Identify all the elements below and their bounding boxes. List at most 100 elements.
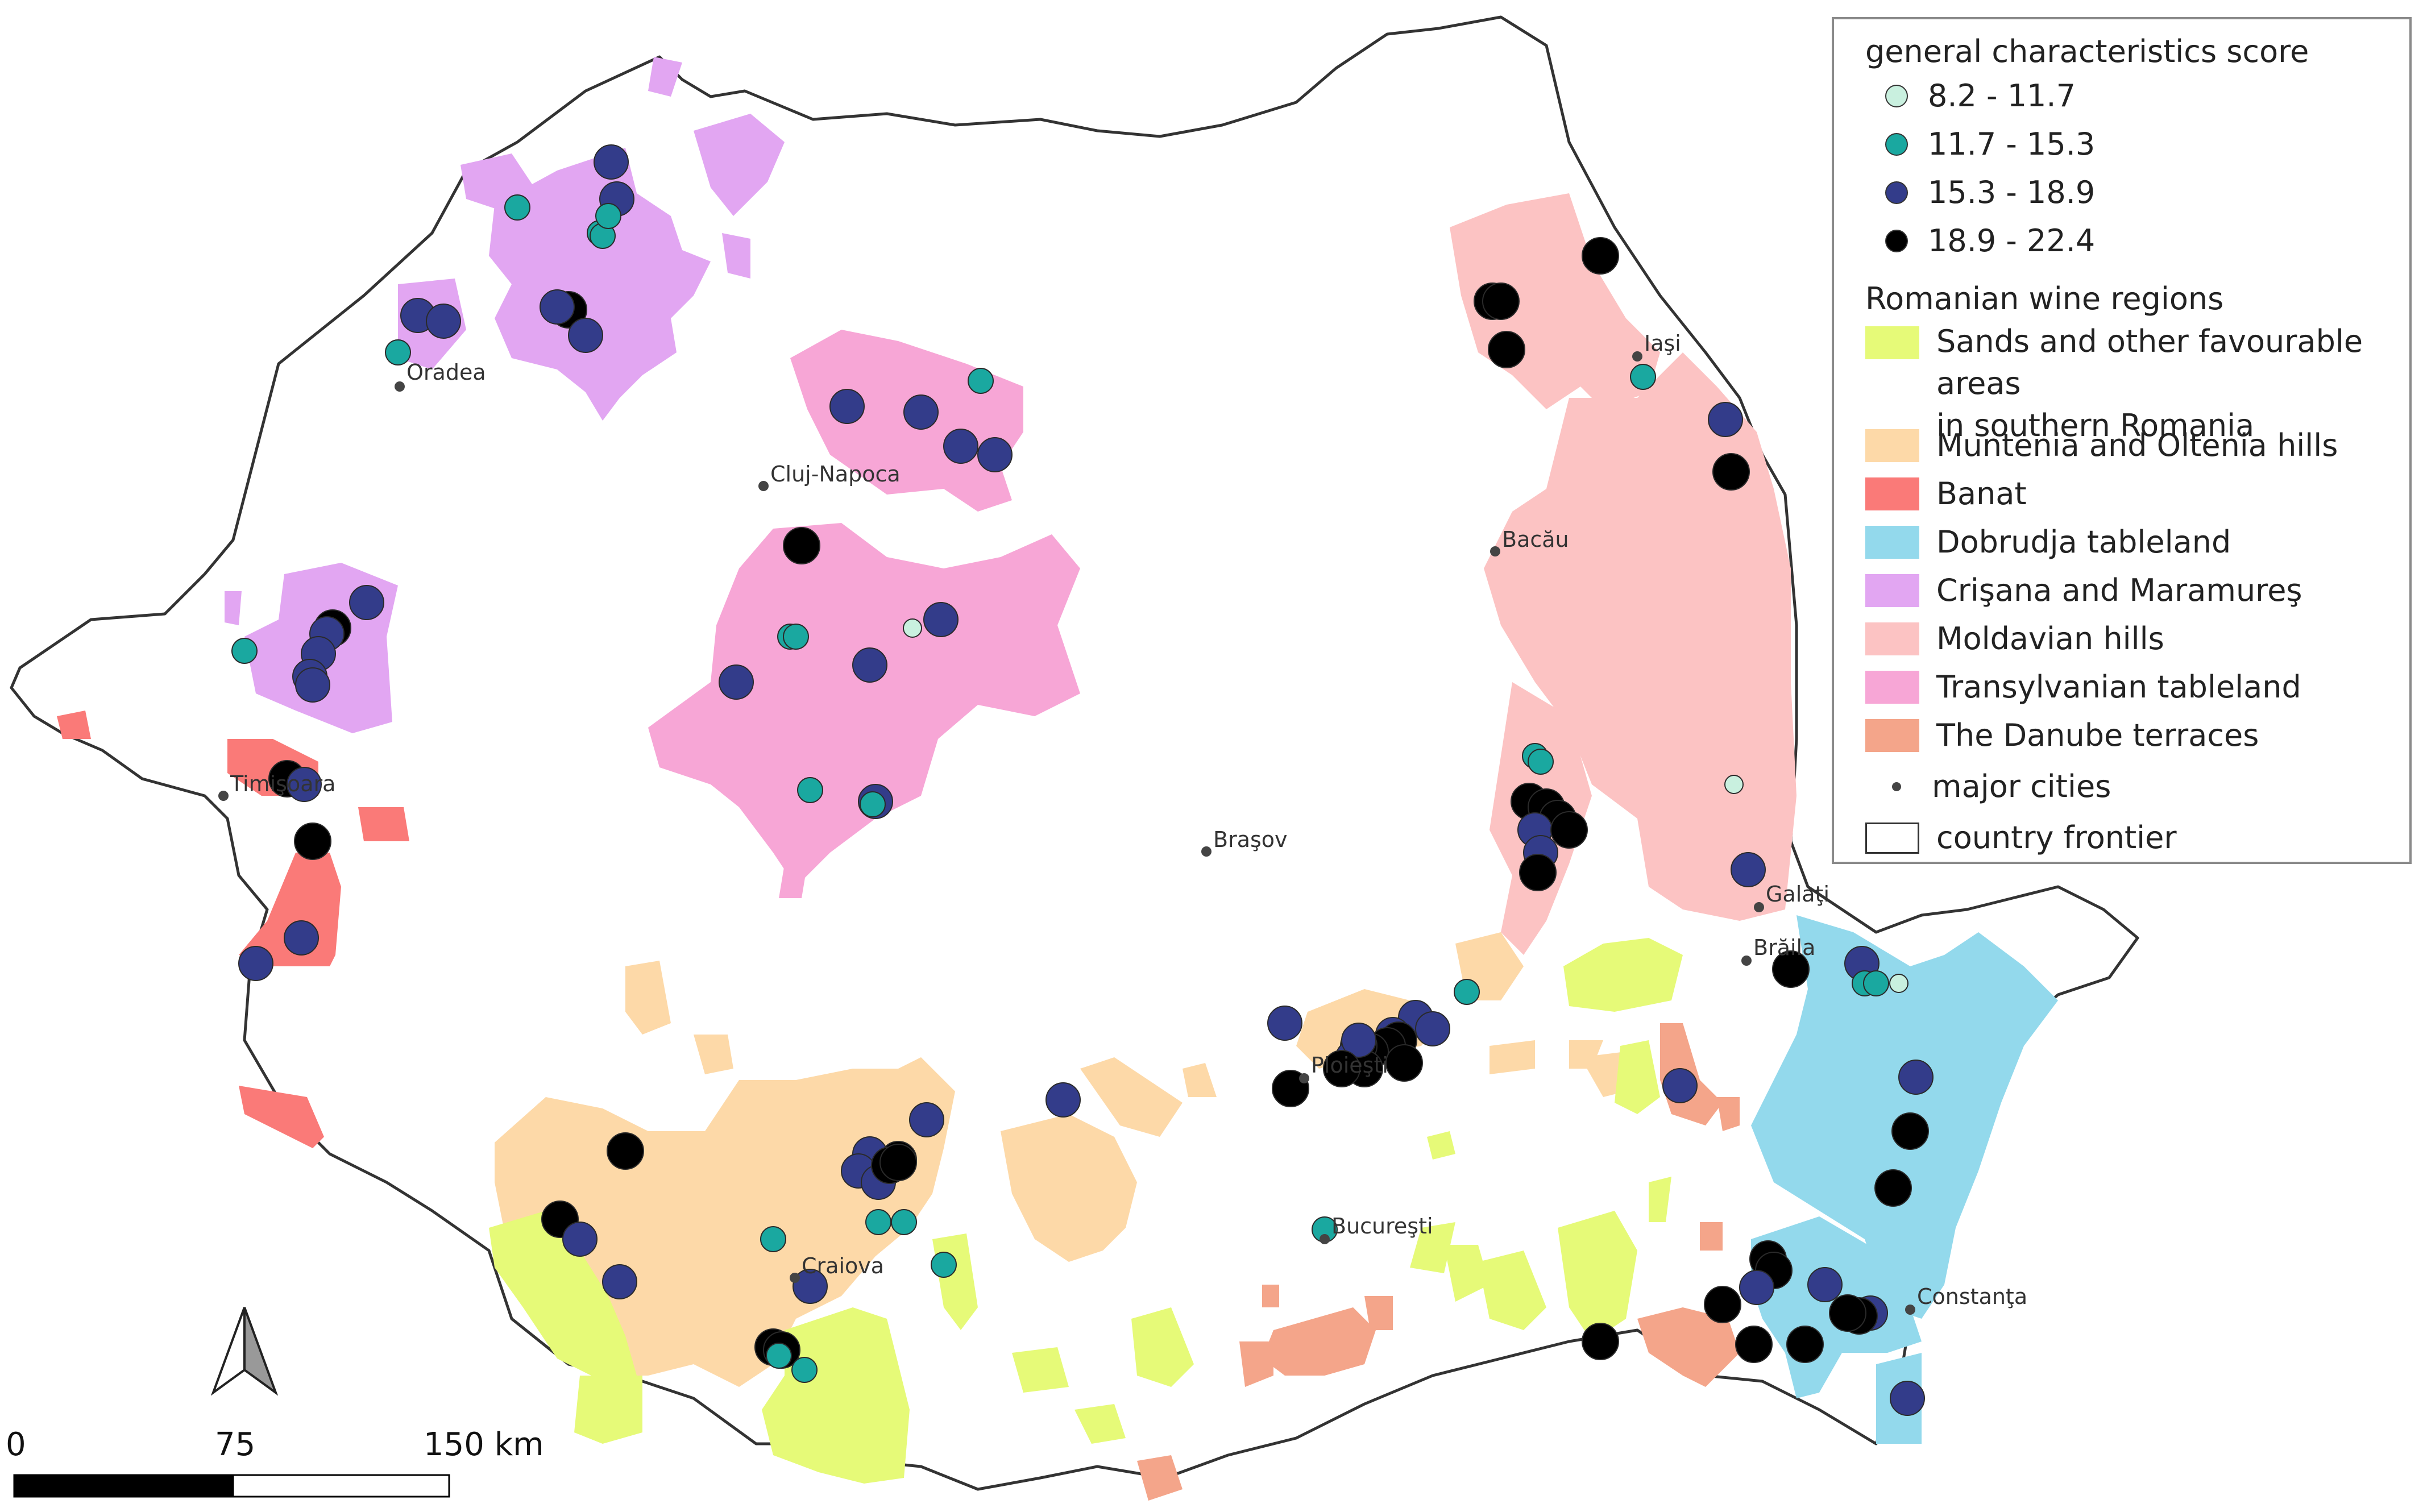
score-point: [968, 368, 994, 394]
score-point: [1267, 1006, 1302, 1041]
score-point: [903, 394, 939, 430]
score-point: [1874, 1169, 1912, 1207]
svg-text:Craiova: Craiova: [802, 1253, 884, 1278]
score-point: [594, 144, 629, 180]
score-point: [1341, 1023, 1376, 1058]
score-point: [1708, 402, 1743, 437]
city-craiova: Craiova: [790, 1253, 884, 1283]
score-point: [540, 289, 575, 325]
svg-text:Iaşi: Iaşi: [1644, 331, 1681, 356]
score-point: [1582, 237, 1619, 275]
city-braila: Brăila: [1741, 935, 1815, 966]
svg-text:Bacău: Bacău: [1502, 527, 1569, 552]
score-point: [385, 339, 411, 365]
score-points: [231, 144, 1934, 1416]
legend-score-class-2: 11.7 - 15.3: [1865, 122, 2095, 167]
score-point: [903, 618, 922, 638]
legend-regions-title: Romanian wine regions: [1865, 281, 2224, 317]
score-point: [909, 1102, 944, 1137]
score-point: [1724, 775, 1744, 794]
score-point: [426, 304, 461, 339]
svg-text:Braşov: Braşov: [1213, 827, 1288, 852]
score-point: [1488, 331, 1525, 368]
score-point: [295, 667, 330, 703]
score-point: [1829, 1294, 1866, 1332]
score-point: [1662, 1068, 1698, 1103]
city-brasov: Braşov: [1201, 827, 1288, 857]
score-point: [287, 767, 322, 802]
svg-text:Ploieşti: Ploieşti: [1311, 1053, 1388, 1078]
legend-country-frontier: country frontier: [1865, 815, 2177, 861]
score-point: [1889, 974, 1908, 993]
score-point: [760, 1226, 786, 1252]
score-point: [783, 527, 820, 564]
score-point: [1482, 283, 1520, 320]
score-point: [1890, 1381, 1925, 1416]
score-point: [1739, 1270, 1774, 1305]
score-point: [1582, 1323, 1619, 1360]
city-oradea: Oradea: [395, 360, 486, 392]
score-point: [568, 318, 603, 353]
legend-region-dobrudja: Dobrudja tableland: [1865, 520, 2231, 565]
legend-major-cities: major cities: [1865, 764, 2111, 809]
city-timisoara: Timişoara: [218, 771, 335, 801]
svg-text:Galaţi: Galaţi: [1766, 882, 1829, 907]
score-point: [1045, 1082, 1081, 1118]
score-point: [504, 194, 530, 221]
city-constanta: Constanţa: [1905, 1284, 2027, 1315]
score-point: [284, 920, 319, 956]
score-point: [231, 638, 258, 664]
score-point: [349, 585, 384, 620]
score-point: [865, 1209, 891, 1235]
score-point: [852, 647, 887, 683]
score-point: [1454, 979, 1480, 1005]
legend-region-transylvanian: Transylvanian tableland: [1865, 664, 2301, 710]
score-point: [783, 624, 809, 650]
score-point: [829, 389, 865, 424]
city-iasi: Iaşi: [1632, 331, 1681, 362]
legend-region-moldavian: Moldavian hills: [1865, 616, 2164, 662]
score-point: [1415, 1011, 1450, 1046]
score-point: [766, 1343, 792, 1369]
city-ploiesti: Ploieşti: [1299, 1053, 1388, 1083]
score-point: [923, 602, 959, 637]
score-point: [1807, 1267, 1843, 1302]
score-point: [238, 946, 273, 981]
region-crisana-maramures: [225, 57, 785, 733]
svg-text:Timişoara: Timişoara: [230, 771, 335, 796]
map-legend: general characteristics score 8.2 - 11.7…: [1832, 17, 2412, 864]
north-arrow-icon: [210, 1307, 279, 1396]
score-point: [1898, 1060, 1934, 1095]
scale-bar: 0 75 150 km: [6, 1426, 544, 1498]
legend-region-crisana: Crişana and Maramureş: [1865, 568, 2302, 613]
score-point: [860, 791, 886, 817]
score-point: [793, 1269, 828, 1304]
scale-label-75: 75: [215, 1426, 255, 1463]
score-point: [879, 1144, 917, 1181]
score-point: [931, 1252, 957, 1278]
score-point: [1772, 950, 1810, 988]
region-danube-terraces: [1137, 1023, 1740, 1501]
score-point: [891, 1209, 917, 1235]
score-point: [294, 823, 331, 860]
score-point: [1712, 453, 1750, 491]
svg-text:Brăila: Brăila: [1753, 935, 1815, 960]
score-point: [797, 777, 823, 803]
score-point: [943, 429, 978, 464]
legend-region-danube: The Danube terraces: [1865, 713, 2259, 758]
city-bacau: Bacău: [1490, 527, 1569, 556]
scale-label-150: 150 km: [424, 1426, 544, 1463]
score-point: [1735, 1326, 1773, 1363]
score-point: [1323, 1050, 1360, 1087]
score-point: [1630, 364, 1656, 390]
city-cluj-napoca: Cluj-Napoca: [758, 462, 901, 491]
svg-text:Constanţa: Constanţa: [1917, 1284, 2027, 1309]
score-point: [719, 664, 754, 700]
svg-text:Cluj-Napoca: Cluj-Napoca: [770, 462, 901, 487]
score-point: [1863, 970, 1889, 996]
scale-label-0: 0: [6, 1426, 26, 1463]
legend-score-class-1: 8.2 - 11.7: [1865, 73, 2076, 119]
score-point: [1786, 1326, 1824, 1363]
score-point: [1704, 1286, 1741, 1323]
